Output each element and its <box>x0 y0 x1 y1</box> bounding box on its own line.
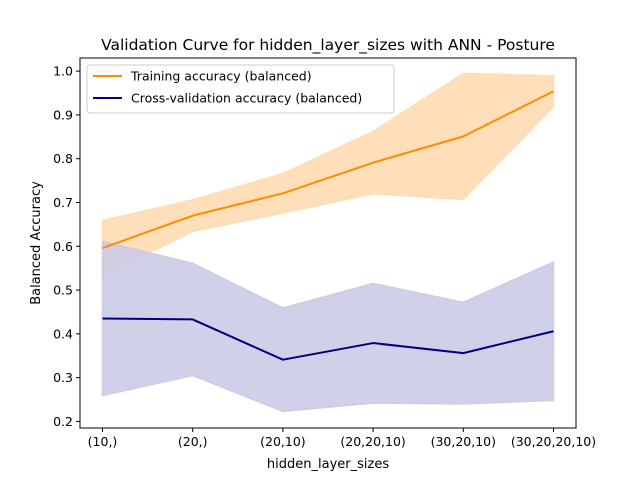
confidence-band-cross-validation <box>101 240 555 413</box>
legend-box <box>86 64 395 114</box>
x-tick-label: (20,) <box>178 434 208 449</box>
x-tick-label: (30,20,10) <box>431 434 496 449</box>
y-tick-label: 0.6 <box>53 239 73 254</box>
x-tick-label: (20,20,10) <box>340 434 405 449</box>
legend-label-training: Training accuracy (balanced) <box>130 69 312 84</box>
x-axis-ticks: (10,) (20,) (20,10) (20,20,10) (30,20,10) (30… <box>88 428 596 449</box>
x-tick-label: (20,10) <box>260 434 306 449</box>
y-tick-label: 1.0 <box>53 64 73 79</box>
x-tick-label: (10,) <box>88 434 118 449</box>
y-tick-label: 0.2 <box>53 414 73 429</box>
series-line-cross-validation <box>102 317 554 361</box>
y-tick-label: 0.9 <box>53 107 73 122</box>
y-tick-label: 0.7 <box>53 195 73 210</box>
y-axis-ticks: 0.2 0.3 0.4 0.5 0.6 0.7 0.8 0.9 1.0 <box>53 64 80 429</box>
confidence-band-training <box>101 72 555 277</box>
chart-title: Validation Curve for hidden_layer_sizes … <box>101 36 555 55</box>
series-line-training <box>102 90 554 249</box>
y-tick-label: 0.4 <box>53 326 73 341</box>
series-lines <box>102 90 554 361</box>
legend: Training accuracy (balanced) Cross-valid… <box>86 64 395 114</box>
y-axis-label: Balanced Accuracy <box>29 181 44 305</box>
y-tick-label: 0.5 <box>53 283 73 298</box>
y-tick-label: 0.8 <box>53 151 73 166</box>
plot-area-frame <box>79 57 577 429</box>
x-axis-label: hidden_layer_sizes <box>267 457 389 472</box>
legend-label-cross-validation: Cross-validation accuracy (balanced) <box>131 91 362 106</box>
x-tick-label: (30,20,20,10) <box>511 434 596 449</box>
confidence-bands <box>101 72 555 413</box>
y-tick-label: 0.3 <box>53 370 73 385</box>
